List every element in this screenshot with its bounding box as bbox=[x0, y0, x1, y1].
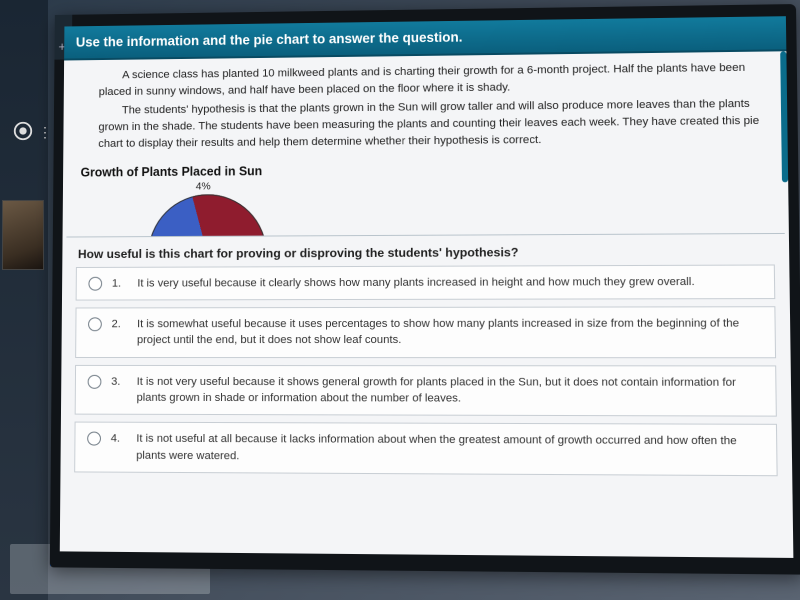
radio-icon[interactable] bbox=[88, 276, 102, 290]
instruction-header-text: Use the information and the pie chart to… bbox=[76, 30, 463, 50]
radio-icon[interactable] bbox=[88, 317, 102, 331]
scrollbar-thumb[interactable] bbox=[780, 51, 788, 182]
pie-chart-container: 4% bbox=[119, 179, 296, 235]
menu-dots-icon[interactable]: ⋮ bbox=[38, 124, 53, 141]
option-number: 1. bbox=[112, 275, 128, 291]
option-number: 2. bbox=[112, 316, 128, 332]
option-text: It is not very useful because it shows g… bbox=[137, 374, 766, 408]
desktop-sidebar: ⋮ bbox=[0, 0, 48, 600]
connectivity-icon bbox=[12, 120, 34, 142]
pie-chart bbox=[148, 193, 267, 235]
option-text: It is very useful because it clearly sho… bbox=[137, 273, 763, 291]
option-text: It is somewhat useful because it uses pe… bbox=[137, 315, 765, 348]
content-area: A science class has planted 10 milkweed … bbox=[60, 51, 793, 552]
option-number: 4. bbox=[111, 431, 127, 447]
passage-paragraph-2: The students' hypothesis is that the pla… bbox=[98, 96, 771, 154]
radio-icon[interactable] bbox=[88, 375, 102, 389]
pie-slice-label: 4% bbox=[196, 180, 211, 192]
thumbnail-preview[interactable] bbox=[2, 200, 44, 270]
chart-block: Growth of Plants Placed in Sun 4% bbox=[63, 154, 789, 237]
answer-option-2[interactable]: 2. It is somewhat useful because it uses … bbox=[75, 306, 776, 358]
option-number: 3. bbox=[111, 374, 127, 390]
options-list: 1. It is very useful because it clearly s… bbox=[60, 264, 792, 494]
answer-option-1[interactable]: 1. It is very useful because it clearly s… bbox=[76, 264, 776, 300]
passage-paragraph-1: A science class has planted 10 milkweed … bbox=[99, 60, 771, 102]
answer-option-3[interactable]: 3. It is not very useful because it shows… bbox=[75, 365, 777, 417]
app-screen: Use the information and the pie chart to… bbox=[60, 16, 794, 558]
question-prompt: How useful is this chart for proving or … bbox=[62, 233, 789, 266]
monitor-frame: + Use the information and the pie chart … bbox=[50, 4, 800, 575]
option-text: It is not useful at all because it lacks… bbox=[136, 431, 766, 467]
passage-block: A science class has planted 10 milkweed … bbox=[63, 51, 788, 159]
radio-icon[interactable] bbox=[87, 432, 101, 446]
chart-title: Growth of Plants Placed in Sun bbox=[81, 160, 772, 179]
answer-option-4[interactable]: 4. It is not useful at all because it lac… bbox=[74, 422, 777, 476]
